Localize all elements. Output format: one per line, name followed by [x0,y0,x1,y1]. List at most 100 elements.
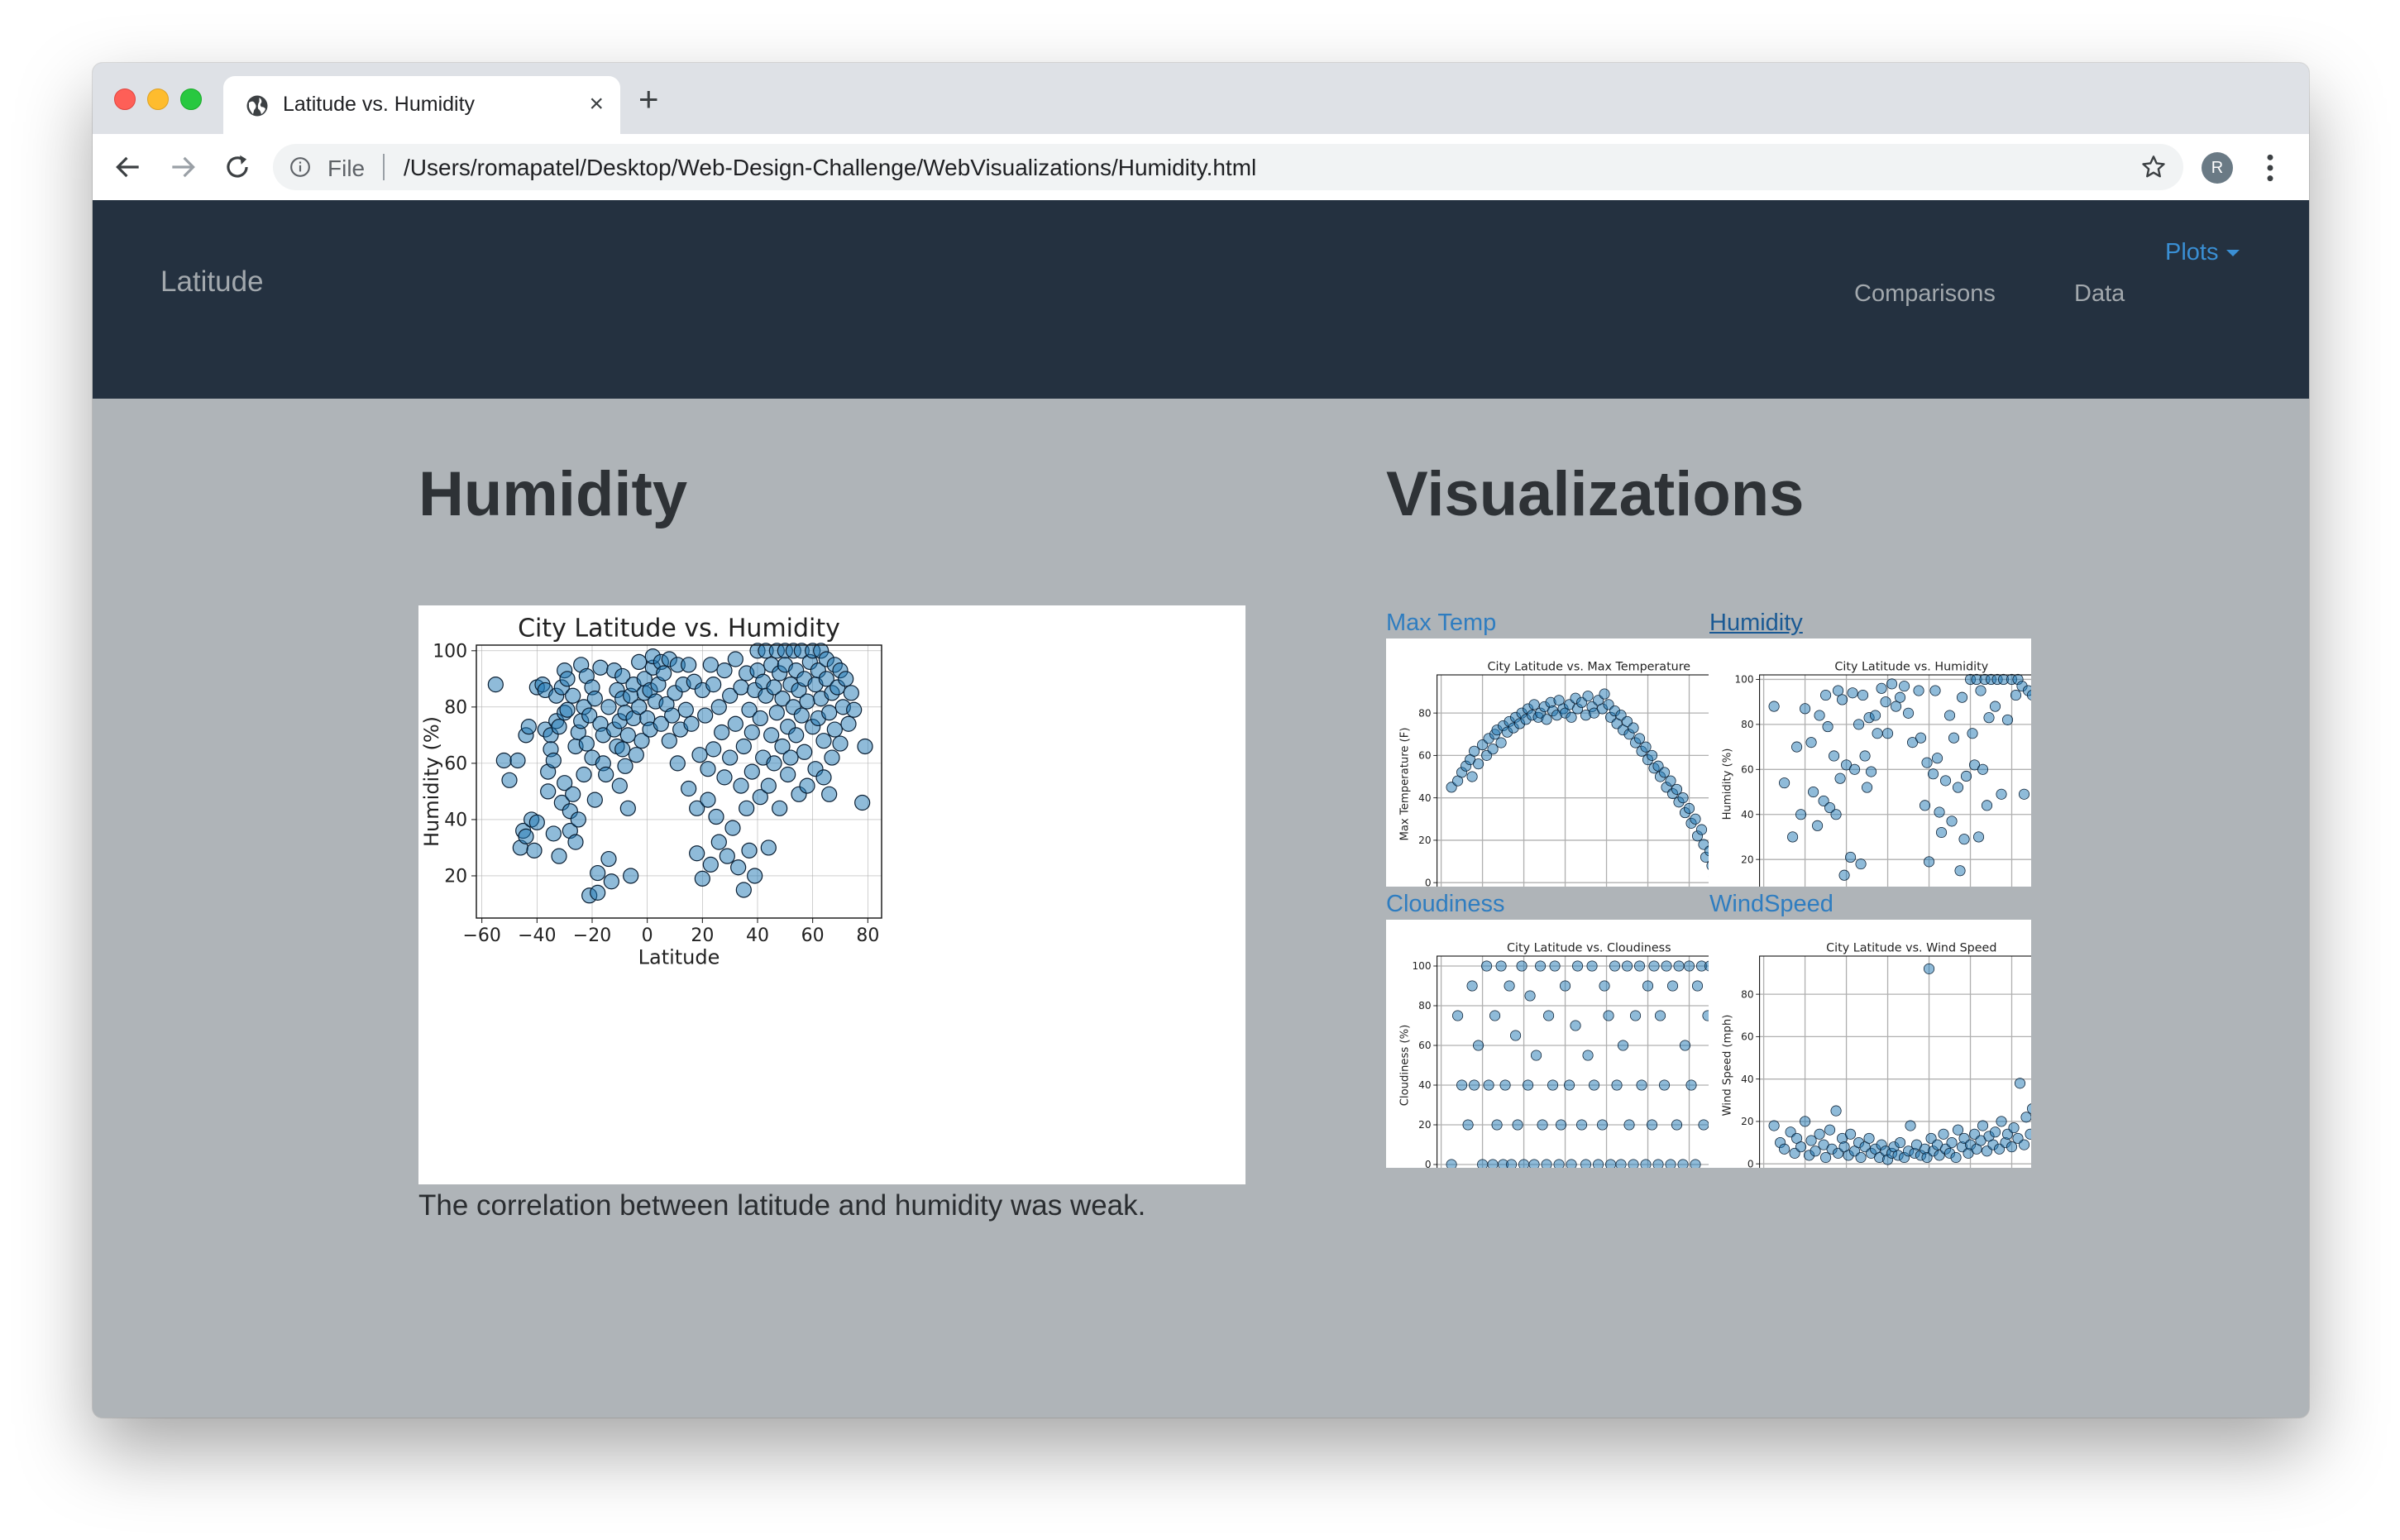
info-icon[interactable] [289,156,311,178]
data-point [1830,1105,1842,1117]
browser-toolbar: File /Users/romapatel/Desktop/Web-Design… [93,134,2309,201]
data-point [2008,1122,2020,1134]
data-point [815,769,832,786]
close-window-button[interactable] [114,88,136,110]
new-tab-button[interactable]: + [638,79,659,118]
data-point [1599,980,1610,992]
address-bar[interactable]: File /Users/romapatel/Desktop/Web-Design… [273,144,2183,190]
data-point [843,685,859,701]
address-separator [383,154,385,180]
data-point [1582,691,1594,702]
data-point [1586,960,1598,972]
profile-avatar[interactable]: R [2202,152,2233,184]
data-point [1677,792,1689,804]
data-point [2025,1128,2031,1140]
data-point [1950,1151,1962,1164]
data-point [1633,733,1646,744]
link-humidity[interactable]: Humidity [1709,610,1803,636]
nav-link-comparisons[interactable]: Comparisons [1854,280,1996,307]
thumbnail-windspeed[interactable]: −60−40−20020406080020406080City Latitude… [1709,920,2031,1168]
plot-frame [476,644,882,919]
data-point [1983,712,1995,724]
forward-arrow-icon[interactable] [167,151,198,183]
url-text[interactable]: /Users/romapatel/Desktop/Web-Design-Chal… [404,155,1257,180]
data-point [661,733,677,749]
data-point [559,671,576,687]
nav-link-data[interactable]: Data [2074,280,2125,307]
kebab-menu-icon[interactable] [2266,152,2274,184]
data-point [1683,802,1695,815]
data-point [664,707,681,724]
data-point [793,707,810,724]
data-point [1572,960,1584,972]
data-point [1880,696,1891,708]
data-point [545,752,562,769]
thumbnail-cloudiness[interactable]: −60−40−20020406080020406080100City Latit… [1386,920,1709,1168]
active-tab[interactable]: Latitude vs. Humidity × [223,76,620,134]
zoom-window-button[interactable] [180,88,202,110]
data-point [1593,1159,1604,1168]
y-tick-label: 40 [1418,1079,1431,1091]
visualizations-heading: Visualizations [1386,459,1805,529]
data-point [1975,685,1986,696]
bookmark-star-icon[interactable] [2140,154,2167,180]
data-point [1615,1159,1627,1168]
chart-group: −60−40−20020406080020406080City Latitude… [1721,941,2031,1168]
data-point [590,864,606,882]
data-point [1636,1079,1647,1091]
data-point [1927,768,1939,780]
data-point [766,679,782,696]
chart-title: City Latitude vs. Cloudiness [1507,941,1671,954]
plots-label: Plots [2165,239,2219,265]
data-point [1834,772,1846,784]
data-point [1665,1159,1676,1168]
data-point [768,705,785,721]
data-point [570,811,586,828]
link-cloudiness[interactable]: Cloudiness [1386,891,1505,917]
data-point [1646,749,1658,761]
data-point [774,691,791,707]
data-point [1899,681,1910,692]
plots-dropdown-toggle[interactable]: Plots [2165,239,2240,266]
data-point [700,761,716,777]
minimize-window-button[interactable] [147,88,169,110]
data-point [487,677,504,693]
y-tick-label: 60 [1418,1040,1431,1051]
data-point [1857,689,1869,701]
data-point [1837,694,1848,705]
y-axis-label: Max Temperature (F) [1398,727,1411,840]
link-max-temp[interactable]: Max Temp [1386,610,1497,636]
plot-frame [1759,955,2031,1168]
data-point [1882,728,1894,739]
close-tab-icon[interactable]: × [589,90,604,117]
data-point [1487,1159,1499,1168]
data-point [1938,1128,1949,1140]
y-tick-label: 60 [1741,764,1753,776]
data-point [520,719,537,735]
data-point [826,721,843,738]
navbar-brand[interactable]: Latitude [160,265,264,298]
thumbnail-max-temp[interactable]: −60−40−20020406080020406080City Latitude… [1386,638,1709,887]
data-point [821,786,838,802]
data-point [763,727,780,744]
data-point [1923,856,1935,868]
data-point [1603,1010,1614,1021]
data-point [1617,1040,1629,1051]
data-point [1547,1079,1559,1091]
data-point [689,845,705,862]
link-windspeed[interactable]: WindSpeed [1709,891,1833,917]
data-point [1537,1119,1548,1131]
data-point [747,868,763,884]
data-point [710,834,727,850]
max-temp-scatter-chart: −60−40−20020406080020406080City Latitude… [1398,660,1709,887]
reload-icon[interactable] [222,151,253,183]
data-point [1648,960,1660,972]
back-arrow-icon[interactable] [112,151,144,183]
y-tick-label: 60 [444,754,467,775]
data-point [1671,783,1683,795]
x-tick-label: 80 [856,925,879,946]
data-point [1646,1119,1658,1131]
data-point [782,749,799,766]
